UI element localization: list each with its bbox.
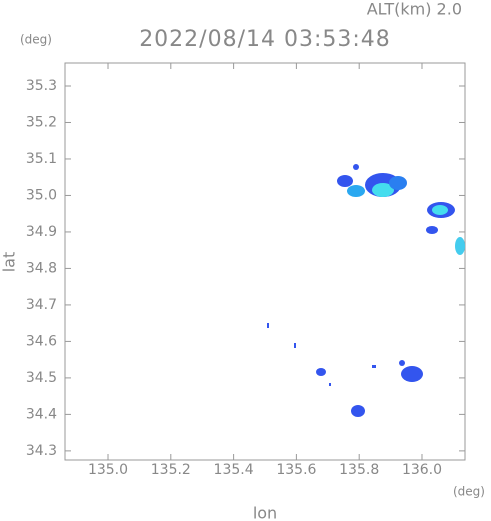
- x-tick-label: 135.2: [151, 462, 191, 478]
- radar-echoes: [267, 164, 465, 417]
- y-tick-label: 34.6: [26, 333, 57, 349]
- echo: [337, 175, 353, 187]
- x-unit: (deg): [453, 485, 485, 499]
- y-unit: (deg): [20, 33, 52, 47]
- y-axis-label: lat: [0, 252, 19, 273]
- y-tick-label: 34.7: [26, 297, 57, 313]
- echo: [455, 237, 465, 255]
- x-tick-label: 135.8: [339, 462, 379, 478]
- altitude-label: ALT(km) 2.0: [367, 0, 462, 19]
- y-tick-label: 34.4: [26, 406, 57, 422]
- echo: [347, 185, 365, 197]
- y-tick-label: 35.2: [26, 114, 57, 130]
- y-tick-label: 34.8: [26, 260, 57, 276]
- echo: [401, 366, 423, 382]
- chart-title: 2022/08/14 03:53:48: [139, 27, 391, 52]
- echo: [399, 360, 405, 366]
- x-tick-label: 135.4: [214, 462, 254, 478]
- y-tick-label: 35.1: [26, 151, 57, 167]
- x-tick-label: 136.0: [402, 462, 442, 478]
- echo: [353, 164, 359, 170]
- y-tick-label: 34.9: [26, 224, 57, 240]
- y-tick-label: 34.5: [26, 370, 57, 386]
- x-tick-label: 135.6: [276, 462, 316, 478]
- echo: [432, 205, 448, 215]
- echo: [426, 226, 438, 234]
- echo: [372, 183, 394, 197]
- plot-frame: [64, 62, 466, 461]
- echo: [294, 343, 296, 348]
- echo: [316, 368, 326, 376]
- echo: [389, 176, 407, 190]
- echo: [351, 405, 365, 417]
- x-tick-label: 135.0: [88, 462, 128, 478]
- y-tick-label: 35.3: [26, 78, 57, 94]
- y-tick-label: 34.3: [26, 443, 57, 459]
- x-axis-label: lon: [253, 504, 277, 521]
- echo: [267, 323, 269, 328]
- y-tick-label: 35.0: [26, 187, 57, 203]
- echo: [329, 383, 331, 386]
- echo: [372, 365, 376, 368]
